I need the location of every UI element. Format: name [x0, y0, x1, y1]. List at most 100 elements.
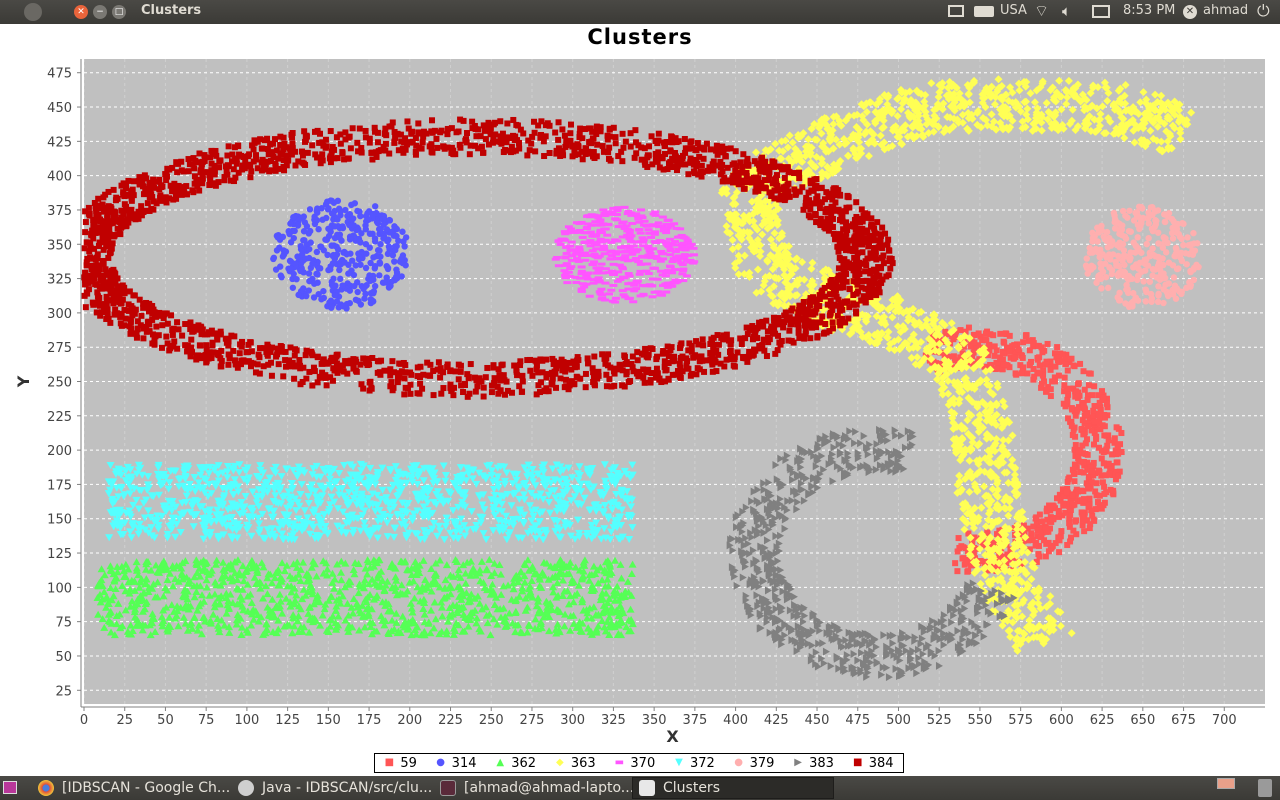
- clock[interactable]: 8:53 PM: [1123, 3, 1176, 18]
- point-314: [334, 216, 341, 223]
- point-59: [1091, 383, 1098, 390]
- point-314: [327, 228, 334, 235]
- point-59: [1041, 378, 1048, 385]
- display-icon[interactable]: [948, 5, 964, 17]
- point-362: [438, 612, 447, 620]
- point-59: [1085, 382, 1092, 389]
- x-tick-label: 250: [479, 713, 504, 728]
- power-icon[interactable]: ⏻: [1257, 1, 1270, 20]
- point-362: [598, 617, 607, 625]
- wifi-icon[interactable]: ⌔: [1034, 1, 1050, 20]
- point-59: [962, 559, 969, 566]
- point-370: [562, 251, 571, 255]
- minimize-window-button[interactable]: −: [93, 5, 107, 19]
- point-362: [605, 630, 614, 638]
- point-370: [619, 275, 628, 279]
- user-name[interactable]: ahmad: [1203, 3, 1249, 18]
- point-59: [1104, 404, 1111, 411]
- point-59: [1088, 479, 1095, 486]
- point-370: [635, 272, 644, 276]
- point-59: [1090, 472, 1097, 479]
- volume-icon[interactable]: 🔈︎: [1062, 2, 1072, 20]
- point-59: [1104, 442, 1111, 449]
- point-362: [508, 619, 517, 627]
- maximize-window-button[interactable]: □: [112, 5, 126, 19]
- x-tick-label: 525: [927, 713, 952, 728]
- point-362: [534, 594, 543, 602]
- x-tick-label: 350: [642, 713, 667, 728]
- point-59: [1034, 354, 1041, 361]
- point-314: [337, 208, 344, 215]
- point-362: [192, 587, 201, 595]
- keyboard-layout[interactable]: USA: [1000, 3, 1027, 18]
- y-tick-label: 50: [55, 650, 72, 665]
- close-window-button[interactable]: ✕: [74, 5, 88, 19]
- point-362: [461, 569, 470, 577]
- point-370: [619, 293, 628, 297]
- point-370: [658, 273, 667, 277]
- point-59: [1033, 514, 1040, 521]
- point-59: [1041, 537, 1048, 544]
- ubuntu-logo-icon[interactable]: [24, 3, 42, 21]
- point-314: [346, 210, 354, 218]
- point-59: [1092, 425, 1099, 432]
- point-59: [986, 347, 993, 354]
- point-59: [1093, 435, 1100, 442]
- point-59: [964, 548, 971, 555]
- point-59: [1096, 420, 1103, 427]
- point-59: [1063, 489, 1070, 496]
- point-362: [459, 561, 468, 569]
- point-59: [1085, 502, 1092, 509]
- point-59: [1036, 553, 1043, 560]
- point-59: [1078, 487, 1085, 494]
- point-362: [497, 590, 506, 598]
- point-314: [306, 245, 313, 253]
- point-59: [1081, 420, 1088, 427]
- point-362: [286, 602, 295, 610]
- point-362: [523, 603, 532, 611]
- point-370: [679, 279, 688, 283]
- point-362: [235, 568, 244, 576]
- point-59: [1103, 432, 1110, 439]
- point-370: [575, 245, 584, 249]
- point-370: [592, 223, 601, 227]
- point-362: [271, 574, 280, 582]
- point-314: [377, 241, 384, 248]
- x-tick-label: 500: [886, 713, 911, 728]
- mail-icon[interactable]: [1092, 5, 1110, 18]
- point-59: [1030, 376, 1037, 383]
- point-370: [662, 290, 671, 294]
- point-59: [971, 339, 978, 346]
- point-59: [1076, 392, 1083, 399]
- point-314: [339, 282, 346, 289]
- point-314: [348, 216, 356, 224]
- point-370: [596, 219, 605, 223]
- point-59: [1002, 553, 1009, 560]
- point-370: [628, 221, 637, 225]
- user-icon[interactable]: ✕: [1183, 5, 1197, 19]
- point-59: [1086, 495, 1093, 502]
- point-59: [971, 534, 978, 541]
- point-370: [561, 276, 570, 280]
- y-tick-label: 200: [47, 444, 72, 459]
- point-314: [320, 287, 327, 295]
- point-370: [626, 239, 635, 243]
- point-59: [1006, 348, 1013, 355]
- point-362: [398, 612, 407, 620]
- point-59: [991, 352, 998, 359]
- keyboard-icon[interactable]: [974, 6, 994, 17]
- y-tick-label: 125: [47, 547, 72, 562]
- point-362: [289, 611, 298, 619]
- point-59: [1111, 435, 1118, 442]
- point-370: [678, 269, 687, 273]
- point-59: [1066, 385, 1073, 392]
- point-314: [303, 292, 310, 300]
- point-370: [627, 234, 636, 238]
- point-362: [598, 576, 607, 584]
- point-362: [336, 568, 345, 576]
- point-59: [1064, 396, 1071, 403]
- point-59: [1052, 540, 1059, 547]
- point-59: [1052, 363, 1059, 370]
- point-362: [337, 557, 346, 565]
- point-59: [1056, 491, 1063, 498]
